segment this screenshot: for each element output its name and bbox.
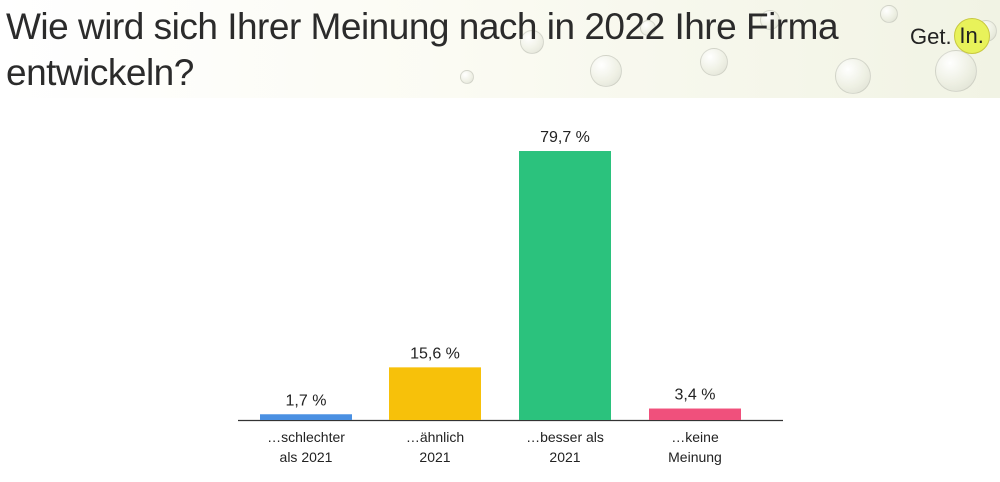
logo-badge: In. [953, 18, 990, 54]
data-label: 79,7 % [540, 129, 590, 146]
category-tick-label: …besser als 2021 [526, 429, 604, 465]
bubble-decoration [590, 55, 622, 87]
bar [649, 408, 741, 420]
category-tick-label: …ähnlich 2021 [406, 429, 464, 465]
bubble-decoration [835, 58, 871, 94]
brand-logo: Get. In. [910, 18, 990, 54]
logo-text: Get. [910, 23, 952, 49]
bar [389, 367, 481, 420]
data-label: 3,4 % [675, 387, 716, 404]
bar-chart: 1,7 % …schlechter als 2021 15,6 % …ähnlich 20… [238, 129, 783, 465]
data-label: 1,7 % [286, 392, 327, 409]
bubble-decoration [880, 5, 898, 23]
bubble-decoration [520, 30, 544, 54]
bar [519, 151, 611, 420]
bubble-decoration [640, 20, 656, 36]
category-tick-label: …schlechter als 2021 [267, 429, 345, 465]
bubble-decoration [700, 48, 728, 76]
header-banner: Wie wird sich Ihrer Meinung nach in 2022… [0, 0, 1000, 98]
bubble-decoration [935, 50, 977, 92]
data-label: 15,6 % [410, 345, 460, 362]
bubble-decoration [760, 10, 780, 30]
bubble-decoration [460, 70, 474, 84]
bar [260, 414, 352, 420]
category-tick-label: …keine Meinung [668, 429, 722, 465]
page-title: Wie wird sich Ihrer Meinung nach in 2022… [6, 6, 839, 93]
